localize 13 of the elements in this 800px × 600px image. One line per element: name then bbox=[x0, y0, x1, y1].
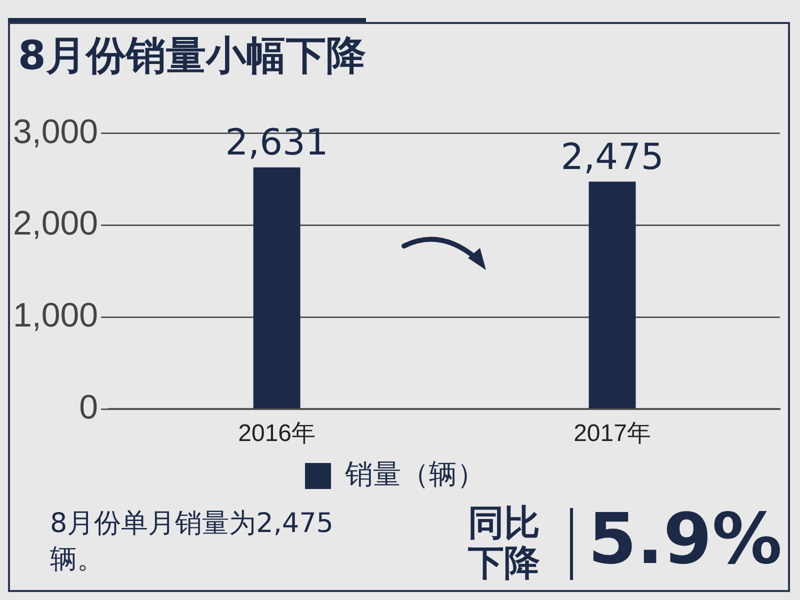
text: 8月份单月销量为2,475辆。 bbox=[50, 507, 334, 577]
data-label: 2,475 bbox=[560, 137, 664, 178]
legend-label: 销量（辆） bbox=[344, 458, 485, 490]
text: 5.9% bbox=[588, 498, 782, 580]
x-tick-label: 2016年 bbox=[238, 420, 316, 448]
y-tick-label: 1,000 bbox=[12, 296, 98, 335]
y-tick-label: 3,000 bbox=[12, 112, 98, 151]
text: 同比下降 bbox=[468, 503, 541, 584]
data-label: 2,631 bbox=[225, 122, 328, 164]
x-tick-label: 2017年 bbox=[574, 420, 651, 448]
chart-title: 8月份销量小幅下降 bbox=[18, 32, 366, 81]
y-tick-label: 2,000 bbox=[12, 204, 98, 243]
y-tick-label: 0 bbox=[79, 388, 98, 427]
